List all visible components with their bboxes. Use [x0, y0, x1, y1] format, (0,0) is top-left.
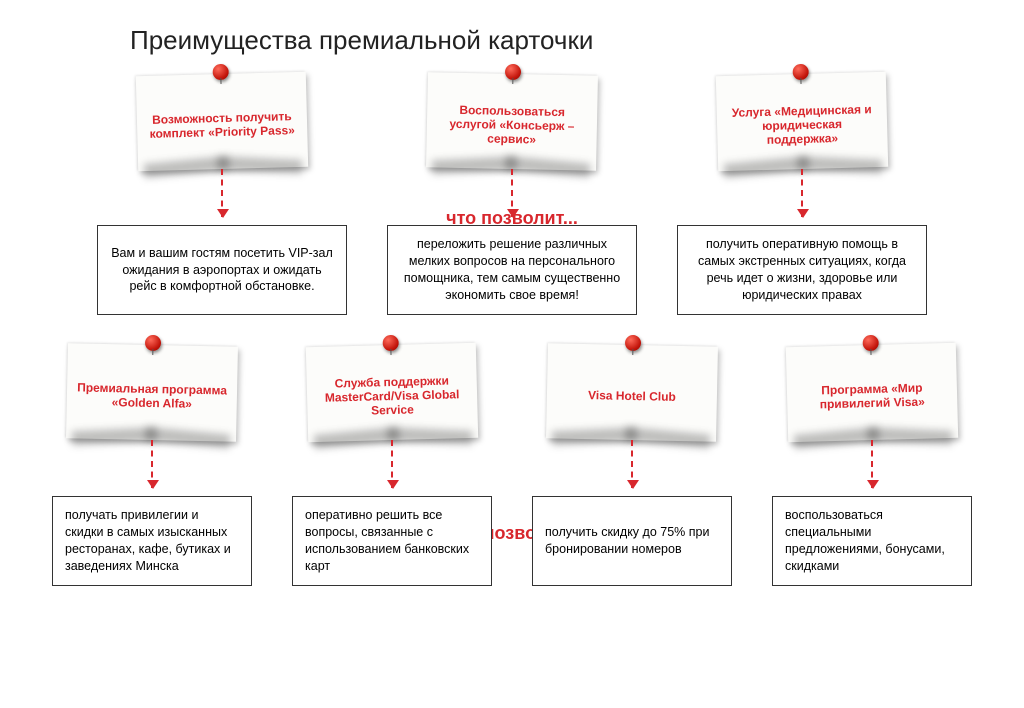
arrow-icon — [391, 440, 393, 488]
note-golden-alfa: Премиальная программа «Golden Alfa» — [66, 343, 238, 442]
pin-icon — [862, 335, 878, 351]
note-priority-pass: Возможность получить комплект «Priority … — [136, 72, 308, 171]
col-1-1: Возможность получить комплект «Priority … — [92, 74, 352, 169]
note-medical: Услуга «Медицинская и юридическая поддер… — [716, 72, 888, 171]
note-text: Воспользоваться услугой «Консьерж – серв… — [437, 102, 588, 147]
arrow-icon — [221, 169, 223, 217]
box-col-1-1: Вам и вашим гостям посетить VIP-зал ожид… — [92, 225, 352, 315]
pin-icon — [145, 335, 161, 351]
pin-icon — [212, 64, 228, 80]
arrow-icon — [151, 440, 153, 488]
note-global-service: Служба поддержки MasterCard/Visa Global … — [306, 343, 478, 442]
page-title: Преимущества премиальной карточки — [130, 25, 984, 56]
note-text: Программа «Мир привилегий Visa» — [797, 380, 948, 412]
result-box: воспользоваться специальными предложения… — [772, 496, 972, 586]
arrow-icon — [631, 440, 633, 488]
note-concierge: Воспользоваться услугой «Консьерж – серв… — [426, 72, 598, 171]
col-2-2: Служба поддержки MasterCard/Visa Global … — [287, 345, 497, 440]
col-1-2: Воспользоваться услугой «Консьерж – серв… — [382, 74, 642, 169]
box-col-1-2: переложить решение различных мелких вопр… — [382, 225, 642, 315]
result-box: получить скидку до 75% при бронировании … — [532, 496, 732, 586]
row2-boxes: получать привилегии и скидки в самых изы… — [40, 496, 984, 586]
note-text: Visa Hotel Club — [588, 388, 676, 404]
col-1-3: Услуга «Медицинская и юридическая поддер… — [672, 74, 932, 169]
note-text: Премиальная программа «Golden Alfa» — [77, 380, 228, 411]
note-visa-hotel: Visa Hotel Club — [546, 343, 718, 442]
box-col-1-3: получить оперативную помощь в самых экст… — [672, 225, 932, 315]
col-2-4: Программа «Мир привилегий Visa» — [767, 345, 977, 440]
box-col-2-2: оперативно решить все вопросы, связанные… — [287, 496, 497, 586]
note-text: Услуга «Медицинская и юридическая поддер… — [727, 102, 878, 148]
result-box: оперативно решить все вопросы, связанные… — [292, 496, 492, 586]
arrow-icon — [801, 169, 803, 217]
result-box: получать привилегии и скидки в самых изы… — [52, 496, 252, 586]
box-col-2-4: воспользоваться специальными предложения… — [767, 496, 977, 586]
row2-notes: Премиальная программа «Golden Alfa» Служ… — [40, 345, 984, 440]
note-text: Служба поддержки MasterCard/Visa Global … — [317, 373, 468, 419]
result-box: переложить решение различных мелких вопр… — [387, 225, 637, 315]
note-visa-privilege: Программа «Мир привилегий Visa» — [786, 343, 958, 442]
result-box: Вам и вашим гостям посетить VIP-зал ожид… — [97, 225, 347, 315]
pin-icon — [792, 64, 808, 80]
arrow-icon — [871, 440, 873, 488]
arrow-icon — [511, 169, 513, 217]
row1-boxes: Вам и вашим гостям посетить VIP-зал ожид… — [40, 225, 984, 315]
box-col-2-3: получить скидку до 75% при бронировании … — [527, 496, 737, 586]
pin-icon — [505, 64, 521, 80]
note-text: Возможность получить комплект «Priority … — [147, 109, 298, 141]
col-2-3: Visa Hotel Club — [527, 345, 737, 440]
pin-icon — [625, 335, 641, 351]
result-box: получить оперативную помощь в самых экст… — [677, 225, 927, 315]
col-2-1: Премиальная программа «Golden Alfa» — [47, 345, 257, 440]
row1-notes: Возможность получить комплект «Priority … — [40, 74, 984, 169]
pin-icon — [382, 335, 398, 351]
box-col-2-1: получать привилегии и скидки в самых изы… — [47, 496, 257, 586]
